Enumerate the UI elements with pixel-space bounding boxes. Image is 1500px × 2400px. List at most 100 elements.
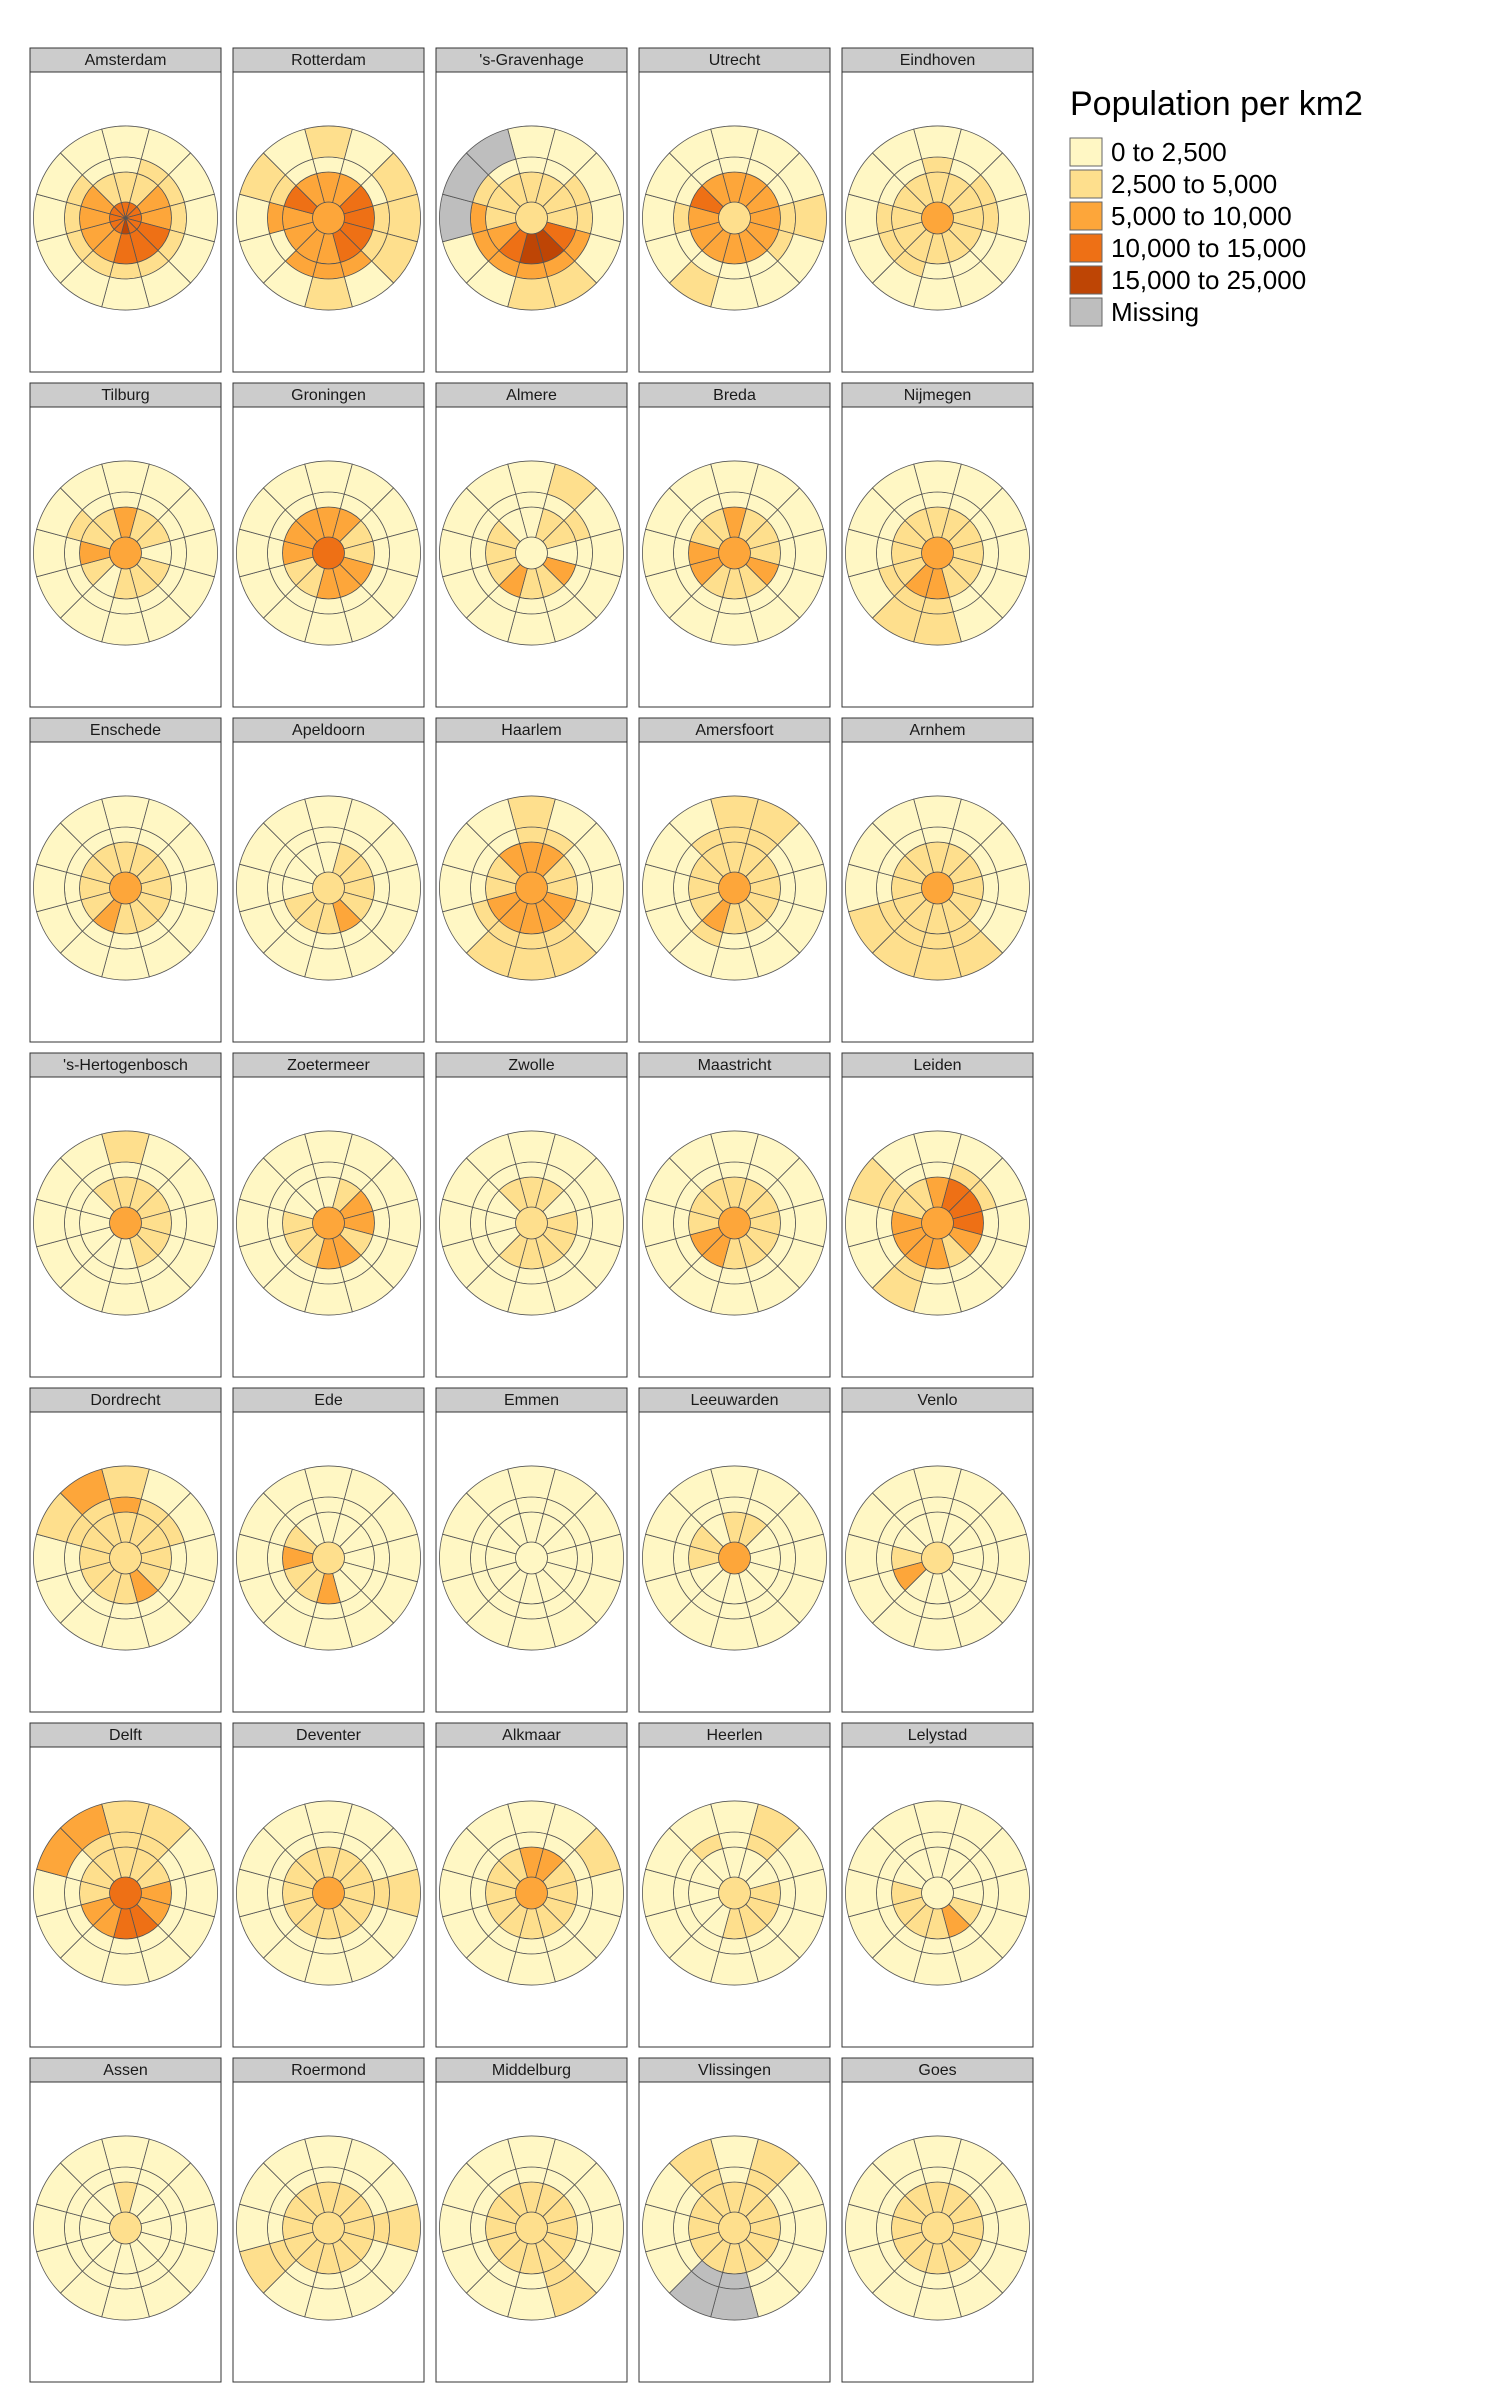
cell-ring4-sector4 <box>386 1198 421 1248</box>
cell-ring3-sector4 <box>981 1876 999 1910</box>
cell-ring3-sector10 <box>64 1876 82 1910</box>
cell-ring3-sector1 <box>109 156 142 175</box>
cell-ring4-sector1 <box>101 2135 150 2170</box>
cell-ring4-sector4 <box>589 528 624 578</box>
polar-grid <box>845 1130 1030 1316</box>
panel-strip <box>29 1052 222 1078</box>
cell-ring3-sector1 <box>718 2166 751 2185</box>
legend-item: 2,500 to 5,000 <box>1069 169 1277 199</box>
cell-ring3-sector4 <box>575 871 593 905</box>
polar-grid <box>33 460 218 646</box>
cell-ring4-sector4 <box>386 2203 421 2253</box>
legend-swatch <box>1069 297 1103 327</box>
cell-ring4-sector4 <box>792 1868 827 1918</box>
cell-ring4-sector4 <box>792 2203 827 2253</box>
cell-ring4-sector10 <box>439 1198 474 1248</box>
panel-utrecht: Utrecht <box>638 47 831 373</box>
panel-title: Nijmegen <box>904 387 972 404</box>
cell-ring4-sector1 <box>101 1465 150 1500</box>
cell-ring4-sector12 <box>871 2138 923 2186</box>
cell-ring3-sector4 <box>372 536 390 570</box>
cell-ring3-sector4 <box>778 2211 796 2245</box>
panel-strip <box>232 717 425 743</box>
cell-ring3-sector10 <box>876 2211 894 2245</box>
panel-title: Amsterdam <box>85 52 167 69</box>
panel-strip <box>841 2057 1034 2083</box>
cell-ring4-sector4 <box>589 1533 624 1583</box>
cell-ring3-sector7 <box>312 1266 345 1285</box>
panel-title: Apeldoorn <box>292 722 365 739</box>
cell-ring3-sector10 <box>876 871 894 905</box>
cell-ring3-sector10 <box>470 1876 488 1910</box>
city-panels: Amsterdam Rotterdam 's-Gravenhage Utrecht Ei… <box>29 47 1034 2383</box>
polar-grid <box>439 1130 624 1316</box>
panel-strip <box>435 2057 628 2083</box>
polar-grid <box>439 125 624 311</box>
panel-haarlem: Haarlem <box>435 717 628 1043</box>
cell-ring4-sector12 <box>871 1133 923 1181</box>
panel-strip <box>841 1722 1034 1748</box>
cell-ring3-sector7 <box>718 1601 751 1620</box>
cell-ring4-sector10 <box>845 528 880 578</box>
polar-grid <box>236 1800 421 1986</box>
cell-ring3-sector4 <box>778 1206 796 1240</box>
cell-ring4-sector12 <box>262 2138 314 2186</box>
panel-leeuwarden: Leeuwarden <box>638 1387 831 1713</box>
cell-ring4-sector10 <box>236 2203 271 2253</box>
cell-ring4-sector1 <box>507 1465 556 1500</box>
legend-swatch <box>1069 233 1103 263</box>
legend-label: 0 to 2,500 <box>1111 137 1227 167</box>
cell-ring3-sector7 <box>921 261 954 280</box>
cell-ring3-sector4 <box>169 871 187 905</box>
cell-ring3-sector4 <box>169 1541 187 1575</box>
cell-ring4-sector1 <box>304 1800 353 1835</box>
cell-ring3-sector1 <box>921 1831 954 1850</box>
panel-title: Ede <box>314 1392 343 1409</box>
cell-ring4-sector7 <box>101 946 150 981</box>
cell-ring3-sector7 <box>921 931 954 950</box>
cell-ring4-sector12 <box>262 463 314 511</box>
cell-ring4-sector4 <box>792 193 827 243</box>
panel-strip <box>435 1722 628 1748</box>
panel-apeldoorn: Apeldoorn <box>232 717 425 1043</box>
cell-ring4-sector7 <box>304 276 353 311</box>
panel-title: Utrecht <box>709 52 761 69</box>
cell-ring4-sector4 <box>589 1198 624 1248</box>
cell-ring4-sector7 <box>913 1951 962 1986</box>
legend-swatch <box>1069 201 1103 231</box>
cell-ring4-sector10 <box>439 528 474 578</box>
cell-ring3-sector10 <box>470 871 488 905</box>
cell-ring4-sector7 <box>913 2286 962 2321</box>
cell-ring3-sector10 <box>470 1206 488 1240</box>
cell-ring4-sector4 <box>386 1868 421 1918</box>
cell-ring3-sector1 <box>921 826 954 845</box>
panel-title: Roermond <box>291 2062 366 2079</box>
polar-grid <box>33 125 218 311</box>
panel-strip <box>29 382 222 408</box>
cell-ring4-sector10 <box>33 1533 68 1583</box>
cell-ring3-sector10 <box>267 1541 285 1575</box>
cell-ring3-sector4 <box>778 1876 796 1910</box>
cell-ring4-sector4 <box>183 863 218 913</box>
cell-ring4-sector10 <box>642 1868 677 1918</box>
polar-grid <box>845 795 1030 981</box>
polar-grid <box>33 795 218 981</box>
cell-ring3-sector4 <box>372 201 390 235</box>
cell-ring4-sector7 <box>507 611 556 646</box>
cell-ring3-sector7 <box>109 261 142 280</box>
polar-grid <box>439 460 624 646</box>
polar-grid <box>439 2135 624 2321</box>
legend-swatch <box>1069 265 1103 295</box>
polar-grid <box>439 1465 624 1651</box>
polar-grid <box>439 1800 624 1986</box>
cell-ring4-sector7 <box>101 276 150 311</box>
panel-title: Emmen <box>504 1392 559 1409</box>
cell-ring4-sector1 <box>913 460 962 495</box>
panel-strip <box>29 2057 222 2083</box>
cell-ring3-sector7 <box>921 1601 954 1620</box>
cell-ring3-sector1 <box>718 1831 751 1850</box>
panel-title: Groningen <box>291 387 366 404</box>
legend-label: 5,000 to 10,000 <box>1111 201 1292 231</box>
cell-ring3-sector4 <box>169 201 187 235</box>
panel-title: Leeuwarden <box>690 1392 778 1409</box>
